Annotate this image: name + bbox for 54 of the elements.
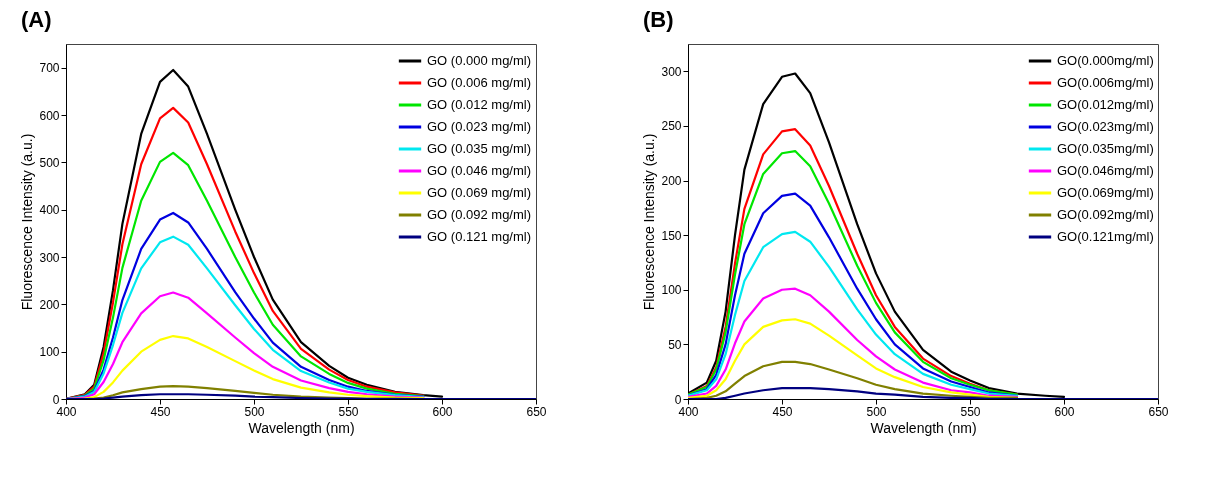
x-tick-label: 500 [866, 404, 887, 419]
y-tick-label: 50 [668, 337, 682, 352]
x-tick-label: 400 [678, 404, 699, 419]
chart-title: (B) [642, 7, 674, 32]
legend-label: GO (0.092 mg/ml) [427, 207, 532, 222]
legend-label: GO(0.121mg/ml) [1057, 229, 1154, 244]
y-tick-label: 500 [39, 155, 60, 170]
legend-label: GO (0.069 mg/ml) [427, 185, 532, 200]
x-tick-label: 600 [432, 404, 453, 419]
x-tick-label: 500 [244, 404, 265, 419]
y-tick-label: 150 [661, 228, 682, 243]
legend-label: GO (0.035 mg/ml) [427, 141, 532, 156]
y-tick-label: 200 [661, 174, 682, 189]
legend-label: GO(0.092mg/ml) [1057, 207, 1154, 222]
legend-label: GO(0.000mg/ml) [1057, 53, 1154, 68]
legend-label: GO(0.006mg/ml) [1057, 75, 1154, 90]
legend-label: GO (0.046 mg/ml) [427, 163, 532, 178]
chart-title: (A) [20, 7, 52, 32]
y-axis-title: Fluorescence Intensity (a.u.) [19, 133, 36, 311]
y-tick-label: 250 [661, 119, 682, 134]
y-tick-label: 0 [674, 392, 682, 407]
line-series [688, 192, 1019, 397]
legend-label: GO(0.035mg/ml) [1057, 141, 1154, 156]
y-tick-label: 200 [39, 297, 60, 312]
legend-label: GO (0.006 mg/ml) [427, 75, 532, 90]
y-tick-label: 700 [39, 61, 60, 76]
y-tick-label: 400 [39, 203, 60, 218]
legend-label: GO(0.069mg/ml) [1057, 185, 1154, 200]
legend-label: GO(0.046mg/ml) [1057, 163, 1154, 178]
x-tick-label: 650 [1148, 404, 1169, 419]
line-series [688, 230, 1019, 397]
legend-label: GO (0.000 mg/ml) [427, 53, 532, 68]
y-tick-label: 600 [39, 108, 60, 123]
x-axis-title: Wavelength (nm) [870, 419, 977, 436]
x-tick-label: 550 [338, 404, 359, 419]
y-tick-label: 300 [39, 250, 60, 265]
y-tick-label: 300 [661, 64, 682, 79]
y-axis-title: Fluorescence Intensity (a.u.) [641, 133, 658, 311]
legend-label: GO(0.023mg/ml) [1057, 119, 1154, 134]
legend-label: GO (0.121 mg/ml) [427, 229, 532, 244]
y-tick-label: 0 [52, 392, 60, 407]
line-series [688, 287, 1019, 398]
x-tick-label: 450 [772, 404, 793, 419]
x-axis-title: Wavelength (nm) [248, 419, 355, 436]
x-tick-label: 650 [526, 404, 547, 419]
y-tick-label: 100 [661, 283, 682, 298]
x-tick-label: 550 [960, 404, 981, 419]
legend-label: GO (0.023 mg/ml) [427, 119, 532, 134]
y-tick-label: 100 [39, 345, 60, 360]
legend-label: GO (0.012 mg/ml) [427, 97, 532, 112]
legend-label: GO(0.012mg/ml) [1057, 97, 1154, 112]
x-tick-label: 450 [150, 404, 171, 419]
x-tick-label: 400 [56, 404, 77, 419]
x-tick-label: 600 [1054, 404, 1075, 419]
